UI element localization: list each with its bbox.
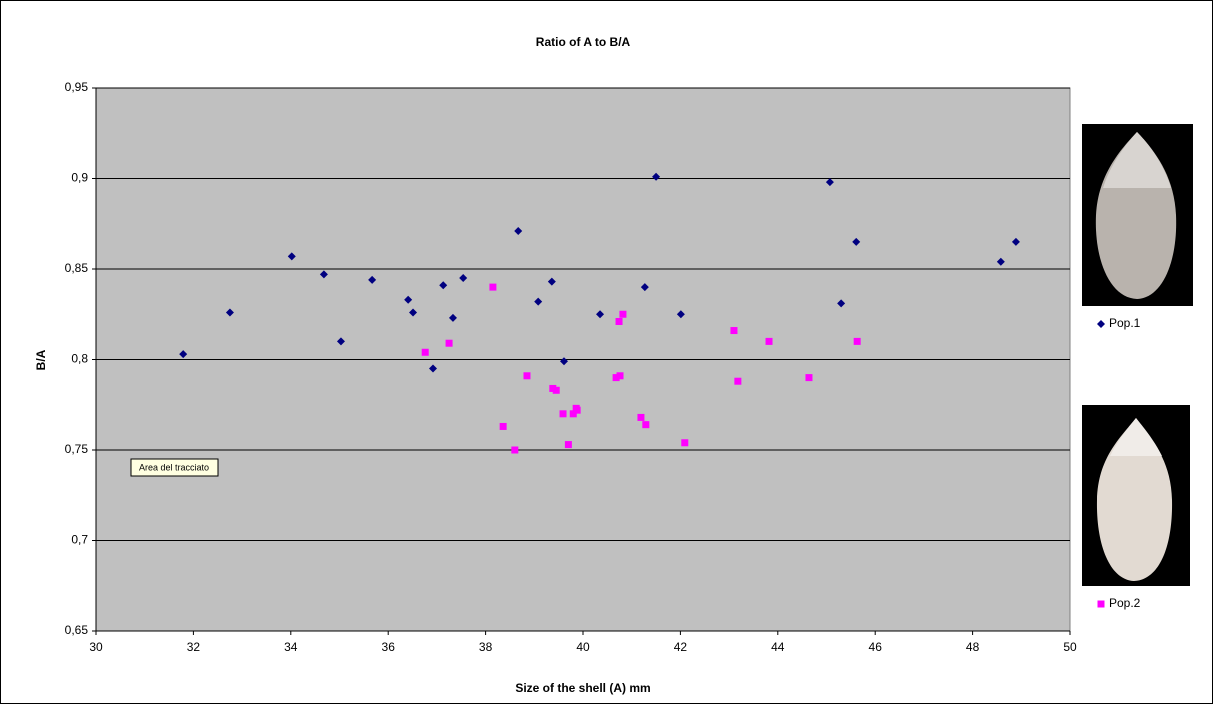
point: [652, 172, 661, 181]
point: [448, 313, 457, 322]
legend-label: Pop.1: [1109, 316, 1141, 330]
point: [560, 357, 569, 366]
chart-title: Ratio of A to B/A: [536, 35, 631, 49]
point: [996, 257, 1005, 266]
y-tick-label: 0,9: [71, 171, 88, 185]
point: [409, 308, 418, 317]
shell-image-1: [1082, 124, 1193, 306]
tooltip-text: Area del tracciato: [139, 462, 209, 472]
point: [489, 283, 497, 291]
legend-marker: [1097, 320, 1105, 328]
legend-label: Pop.2: [1109, 596, 1141, 610]
x-tick-label: 30: [89, 640, 103, 654]
point: [573, 406, 581, 414]
point: [852, 237, 861, 246]
point: [336, 337, 345, 346]
x-tick-label: 46: [869, 640, 883, 654]
point: [637, 413, 645, 421]
y-tick-label: 0,85: [65, 261, 89, 275]
y-tick-label: 0,95: [65, 80, 89, 94]
x-tick-label: 34: [284, 640, 298, 654]
point: [734, 377, 742, 385]
x-tick-label: 40: [576, 640, 590, 654]
point: [805, 374, 813, 382]
point: [642, 421, 650, 429]
point: [825, 178, 834, 187]
point: [404, 295, 413, 304]
point: [765, 337, 773, 345]
x-tick-label: 32: [187, 640, 201, 654]
point: [837, 299, 846, 308]
point: [552, 386, 560, 394]
y-tick-label: 0,65: [65, 623, 89, 637]
legend-marker: [1097, 600, 1105, 608]
point: [681, 439, 689, 447]
point: [534, 297, 543, 306]
point: [853, 337, 861, 345]
y-tick-label: 0,7: [71, 533, 88, 547]
y-axis-label: B/A: [34, 349, 48, 370]
point: [445, 339, 453, 347]
shell-image-2: [1082, 405, 1190, 586]
point: [459, 274, 468, 283]
point: [547, 277, 556, 286]
point: [523, 372, 531, 380]
point: [514, 226, 523, 235]
x-tick-label: 38: [479, 640, 493, 654]
point: [569, 410, 577, 418]
y-tick-label: 0,8: [71, 352, 88, 366]
point: [368, 275, 377, 284]
point: [730, 327, 738, 335]
point: [429, 364, 438, 373]
point: [499, 422, 507, 430]
tooltip-box: [130, 458, 219, 477]
point: [319, 270, 328, 279]
point: [559, 410, 567, 418]
x-axis-label: Size of the shell (A) mm: [515, 681, 650, 695]
point: [596, 310, 605, 319]
point: [421, 348, 429, 356]
point: [619, 310, 627, 318]
point: [179, 350, 188, 359]
point: [616, 372, 624, 380]
point: [640, 283, 649, 292]
x-tick-label: 48: [966, 640, 980, 654]
x-tick-label: 36: [382, 640, 396, 654]
point: [676, 310, 685, 319]
x-tick-label: 42: [674, 640, 688, 654]
x-tick-label: 44: [771, 640, 785, 654]
point: [1011, 237, 1020, 246]
point: [439, 281, 448, 290]
point: [225, 308, 234, 317]
point: [287, 252, 296, 261]
point: [615, 317, 623, 325]
point: [511, 446, 519, 454]
point: [612, 374, 620, 382]
y-tick-label: 0,75: [65, 442, 89, 456]
x-tick-label: 50: [1063, 640, 1077, 654]
point: [564, 441, 572, 449]
